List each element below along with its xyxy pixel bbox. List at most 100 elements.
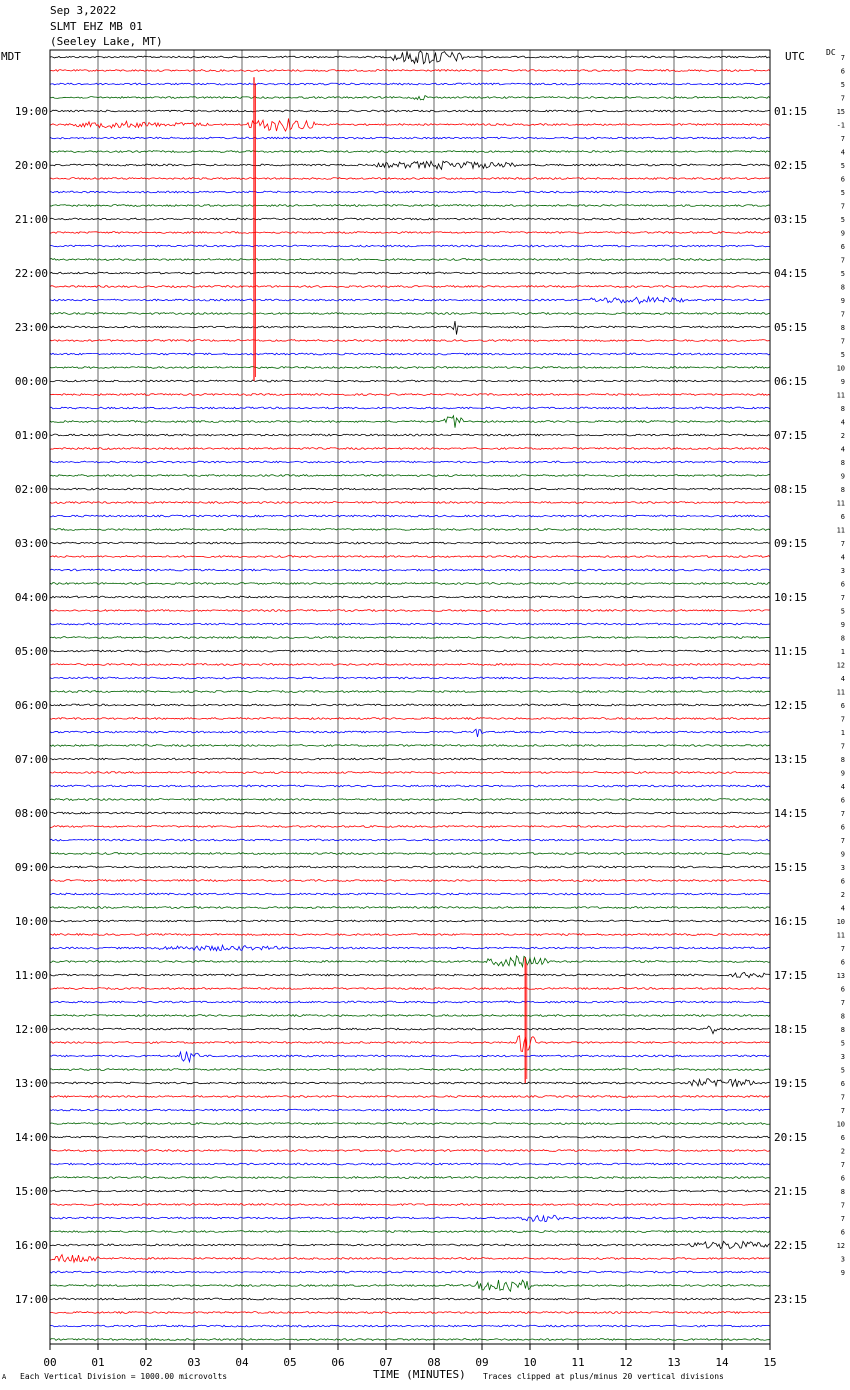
trace-16 — [49, 271, 771, 275]
dc-offset-label: 7 — [841, 203, 845, 211]
trace-95 — [49, 1338, 771, 1341]
dc-offset-label: 9 — [841, 297, 845, 305]
dc-offset-label: 9 — [841, 621, 845, 629]
trace-70 — [49, 1000, 771, 1004]
dc-offset-label: 7 — [841, 311, 845, 319]
dc-offset-label: 6 — [841, 176, 845, 184]
trace-13 — [49, 231, 771, 234]
dc-offset-label: 6 — [841, 1175, 845, 1183]
mdt-hour-label: 16:00 — [15, 1239, 48, 1252]
trace-62 — [49, 892, 771, 896]
mdt-hour-label: 23:00 — [15, 321, 48, 334]
trace-48 — [49, 703, 771, 707]
trace-37 — [49, 555, 771, 558]
dc-offset-label: 3 — [841, 1256, 845, 1264]
dc-offset-label: 5 — [841, 608, 845, 616]
dc-offset-label: 4 — [841, 419, 845, 427]
dc-offset-label: 7 — [841, 945, 845, 953]
scale-note: Each Vertical Division = 1000.00 microvo… — [20, 1372, 228, 1381]
utc-hour-label: 15:15 — [774, 861, 807, 874]
plot-frame — [49, 49, 771, 1345]
trace-14 — [49, 244, 771, 248]
clipped-event-spikes — [253, 77, 528, 1083]
trace-32 — [49, 487, 771, 491]
dc-offset-label: 4 — [841, 905, 845, 913]
utc-hour-label: 11:15 — [774, 645, 807, 658]
dc-offset-label: 7 — [841, 594, 845, 602]
mdt-hour-label: 15:00 — [15, 1185, 48, 1198]
minute-grid — [97, 50, 723, 1344]
mdt-hour-label: 13:00 — [15, 1077, 48, 1090]
x-tick-label-09: 09 — [475, 1356, 488, 1369]
trace-58 — [49, 838, 771, 842]
utc-hour-label: 02:15 — [774, 159, 807, 172]
x-tick-label-14: 14 — [715, 1356, 729, 1369]
trace-60 — [49, 865, 771, 869]
utc-hour-label: 17:15 — [774, 969, 807, 982]
trace-36 — [49, 541, 771, 545]
trace-65 — [49, 933, 771, 937]
dc-offset-label: 9 — [841, 1269, 845, 1277]
mdt-hour-label: 00:00 — [15, 375, 48, 388]
dc-offset-label: 7 — [841, 135, 845, 143]
utc-hour-label: 22:15 — [774, 1239, 807, 1252]
dc-offset-label: 13 — [837, 972, 845, 980]
mdt-hour-label: 03:00 — [15, 537, 48, 550]
trace-94 — [49, 1324, 771, 1328]
trace-50 — [49, 728, 771, 737]
trace-4 — [49, 109, 771, 113]
trace-31 — [49, 474, 771, 477]
dc-offset-label: 5 — [841, 189, 845, 197]
x-tick-label-13: 13 — [667, 1356, 680, 1369]
x-tick-label-07: 07 — [379, 1356, 392, 1369]
dc-offset-label: 7 — [841, 1094, 845, 1102]
utc-hour-label: 18:15 — [774, 1023, 807, 1036]
utc-hour-label: 12:15 — [774, 699, 807, 712]
trace-51 — [49, 744, 771, 747]
dc-offset-label: 2 — [841, 432, 845, 440]
dc-offset-label: 8 — [841, 284, 845, 292]
utc-hour-label: 21:15 — [774, 1185, 807, 1198]
x-tick-label-01: 01 — [91, 1356, 104, 1369]
dc-offset-label: 7 — [841, 810, 845, 818]
x-tick-label-08: 08 — [427, 1356, 440, 1369]
dc-offset-label: 6 — [841, 797, 845, 805]
mdt-hour-label: 01:00 — [15, 429, 48, 442]
trace-25 — [49, 393, 771, 396]
dc-offset-label: 7 — [841, 716, 845, 724]
dc-offset-label: 6 — [841, 959, 845, 967]
trace-23 — [49, 366, 771, 369]
utc-hour-label: 07:15 — [774, 429, 807, 442]
trace-20 — [49, 320, 771, 335]
x-tick-label-06: 06 — [331, 1356, 344, 1369]
x-axis-title: TIME (MINUTES) — [373, 1368, 466, 1381]
trace-56 — [49, 811, 771, 815]
trace-69 — [49, 987, 771, 990]
trace-81 — [49, 1149, 771, 1152]
trace-85 — [49, 1203, 771, 1206]
trace-89 — [49, 1253, 771, 1264]
dc-offset-label: 7 — [841, 95, 845, 103]
dc-offset-label: 3 — [841, 1053, 845, 1061]
dc-offset-label: 6 — [841, 1229, 845, 1237]
dc-offset-label: 9 — [841, 230, 845, 238]
mdt-hour-label: 17:00 — [15, 1293, 48, 1306]
trace-84 — [49, 1189, 771, 1193]
trace-33 — [49, 501, 771, 504]
trace-7 — [49, 150, 771, 153]
dc-offset-label: 4 — [841, 149, 845, 157]
trace-11 — [49, 204, 771, 207]
utc-hour-label: 05:15 — [774, 321, 807, 334]
dc-offset-label: 9 — [841, 770, 845, 778]
mdt-hour-label: 19:00 — [15, 105, 48, 118]
utc-hour-label: 13:15 — [774, 753, 807, 766]
trace-18 — [49, 295, 771, 305]
trace-53 — [49, 771, 771, 774]
dc-offset-label: 5 — [841, 1040, 845, 1048]
trace-72 — [49, 1025, 771, 1035]
trace-30 — [49, 460, 771, 464]
trace-64 — [49, 919, 771, 923]
seismic-traces — [49, 50, 771, 1341]
trace-55 — [49, 798, 771, 801]
trace-52 — [49, 757, 771, 761]
